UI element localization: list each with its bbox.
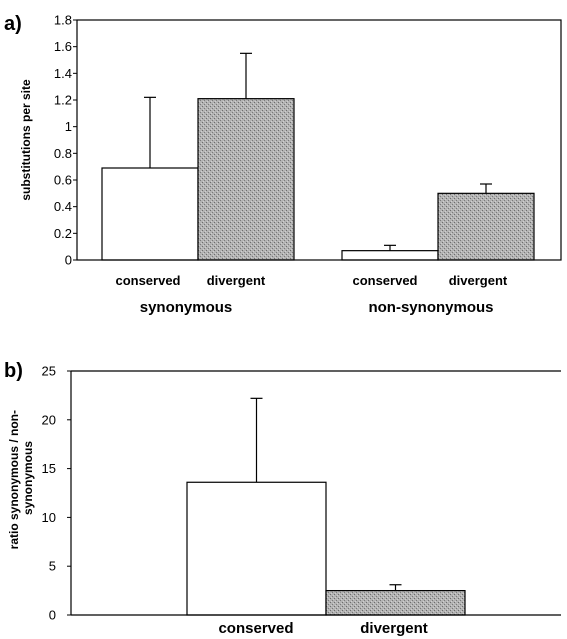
chart-b-bar-conserved-open (186, 481, 327, 616)
chart-a-y-tick-label: 1.8 (54, 13, 72, 28)
chart-a: a) substitutions per site 0 0.2 0.4 0.6 0.8 1… (4, 13, 562, 316)
panel-a-label: a) (4, 13, 22, 35)
chart-a-y-tick-label: 1 (65, 119, 72, 134)
chart-a-y-axis-label: substitutions per site (19, 79, 33, 201)
chart-a-y-tick-label: 1.4 (54, 66, 72, 81)
chart-b-error-bars (250, 397, 402, 591)
chart-a-bar-divergent-shaded (437, 192, 535, 261)
chart-a-category-label: divergent (207, 273, 266, 288)
chart-a-category-label: conserved (352, 273, 417, 288)
chart-b-y-axis-label-line: synonymous (21, 441, 35, 515)
chart-b-y-tick-label: 0 (49, 608, 56, 623)
chart-b-y-axis-label-line: ratio synonymous / non- (7, 410, 21, 549)
chart-a-bar-divergent-shaded (197, 98, 295, 261)
chart-a-bar-conserved-open (101, 167, 199, 261)
chart-a-group-label: non-synonymous (368, 299, 493, 316)
chart-a-y-tick-label: 0.6 (54, 173, 72, 188)
chart-b-bars (186, 481, 466, 616)
chart-a-y-tick-label: 0.8 (54, 146, 72, 161)
chart-b: b) ratio synonymous / non- synonymous 0 5… (4, 360, 561, 637)
panel-b-label: b) (4, 360, 23, 382)
chart-a-bars (101, 98, 535, 261)
chart-b-y-ticks: 0 5 10 15 20 25 (42, 364, 71, 623)
chart-a-y-tick-label: 0 (65, 253, 72, 268)
chart-b-y-tick-label: 20 (42, 412, 56, 427)
chart-b-y-tick-label: 5 (49, 559, 56, 574)
chart-a-y-tick-label: 0.4 (54, 199, 72, 214)
chart-b-y-tick-label: 10 (42, 510, 56, 525)
chart-b-category-label: divergent (360, 620, 428, 637)
chart-a-plot-frame (76, 19, 562, 261)
chart-a-bar-conserved-open (341, 250, 439, 261)
chart-a-y-tick-label: 1.2 (54, 93, 72, 108)
chart-a-y-ticks: 0 0.2 0.4 0.6 0.8 1 1.2 1.4 1.6 1.8 (54, 13, 77, 268)
chart-b-category-label: conserved (218, 620, 293, 637)
chart-b-bar-divergent-shaded (325, 589, 466, 616)
chart-b-y-axis-label: ratio synonymous / non- synonymous (7, 407, 35, 550)
chart-a-category-label: conserved (115, 273, 180, 288)
chart-a-y-tick-label: 1.6 (54, 39, 72, 54)
chart-a-error-bars (144, 52, 492, 251)
chart-a-category-label: divergent (449, 273, 508, 288)
chart-b-y-tick-label: 25 (42, 364, 56, 379)
chart-a-group-label: synonymous (140, 299, 233, 316)
chart-b-y-tick-label: 15 (42, 461, 56, 476)
chart-a-y-tick-label: 0.2 (54, 226, 72, 241)
